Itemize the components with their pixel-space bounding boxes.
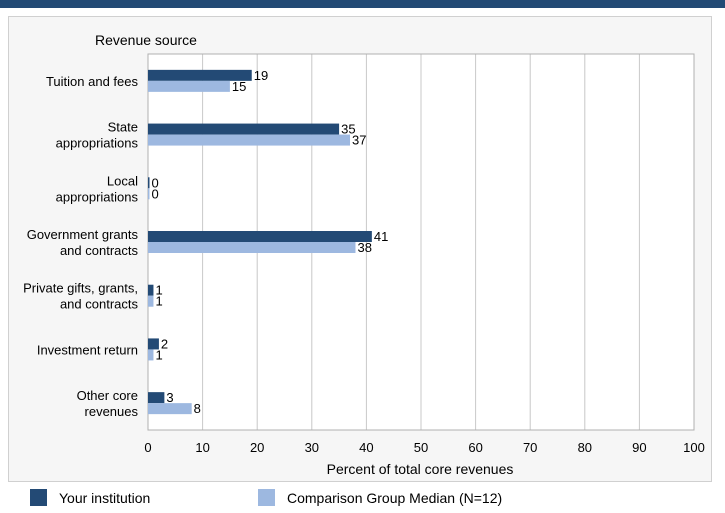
legend-label-your-institution: Your institution xyxy=(59,489,151,506)
x-tick-label-20: 20 xyxy=(250,440,264,455)
category-label-4: Private gifts, grants, and contracts xyxy=(23,281,138,312)
x-tick-label-50: 50 xyxy=(414,440,428,455)
data-label-institution-0: 19 xyxy=(254,68,268,83)
data-label-institution-5: 2 xyxy=(161,336,168,351)
bar-median-0 xyxy=(148,80,230,92)
bar-median-5 xyxy=(148,349,154,361)
legend-swatch-your-institution xyxy=(30,489,47,506)
bar-median-1 xyxy=(148,134,351,146)
data-label-median-1: 37 xyxy=(352,133,366,148)
category-label-3: Government grants and contracts xyxy=(27,227,139,258)
bar-median-6 xyxy=(148,403,192,415)
data-label-median-2: 0 xyxy=(152,186,159,201)
bar-median-4 xyxy=(148,295,154,307)
bar-median-3 xyxy=(148,242,356,253)
x-tick-label-70: 70 xyxy=(523,440,537,455)
bar-institution-3 xyxy=(148,231,372,242)
x-tick-label-10: 10 xyxy=(195,440,209,455)
legend-swatch-comparison-median xyxy=(258,489,275,506)
data-label-median-5: 1 xyxy=(155,347,162,362)
bar-institution-4 xyxy=(148,284,154,296)
x-tick-label-100: 100 xyxy=(683,440,705,455)
legend: Your institution Comparison Group Median… xyxy=(30,489,710,511)
category-label-6: Other core revenues xyxy=(77,388,139,419)
x-tick-label-30: 30 xyxy=(305,440,319,455)
legend-item-your-institution: Your institution xyxy=(30,489,150,506)
bar-institution-6 xyxy=(148,392,165,404)
data-label-median-6: 8 xyxy=(194,401,201,416)
data-label-institution-6: 3 xyxy=(166,390,173,405)
x-tick-label-40: 40 xyxy=(359,440,373,455)
data-label-median-4: 1 xyxy=(155,294,162,309)
bar-institution-1 xyxy=(148,123,340,135)
bar-institution-5 xyxy=(148,338,159,350)
x-axis-title: Percent of total core revenues xyxy=(327,461,514,477)
data-label-institution-2: 0 xyxy=(152,175,159,190)
x-tick-label-80: 80 xyxy=(578,440,592,455)
category-axis-title: Revenue source xyxy=(95,32,197,48)
data-label-median-3: 38 xyxy=(357,240,371,255)
top-accent-bar xyxy=(0,0,725,8)
data-label-institution-4: 1 xyxy=(155,283,162,298)
category-label-0: Tuition and fees xyxy=(46,74,139,89)
x-tick-label-60: 60 xyxy=(468,440,482,455)
bar-institution-2 xyxy=(148,177,150,189)
bar-median-2 xyxy=(148,188,150,200)
category-label-2: Local appropriations xyxy=(56,173,139,204)
x-tick-label-0: 0 xyxy=(144,440,151,455)
data-label-institution-3: 41 xyxy=(374,229,388,244)
bar-institution-0 xyxy=(148,69,252,81)
legend-item-comparison-median: Comparison Group Median (N=12) xyxy=(258,489,502,506)
legend-label-comparison-median: Comparison Group Median (N=12) xyxy=(287,489,503,506)
x-tick-label-90: 90 xyxy=(632,440,646,455)
category-label-5: Investment return xyxy=(37,342,138,357)
data-label-institution-1: 35 xyxy=(341,122,355,137)
data-label-median-0: 15 xyxy=(232,79,246,94)
category-label-1: State appropriations xyxy=(56,120,139,151)
